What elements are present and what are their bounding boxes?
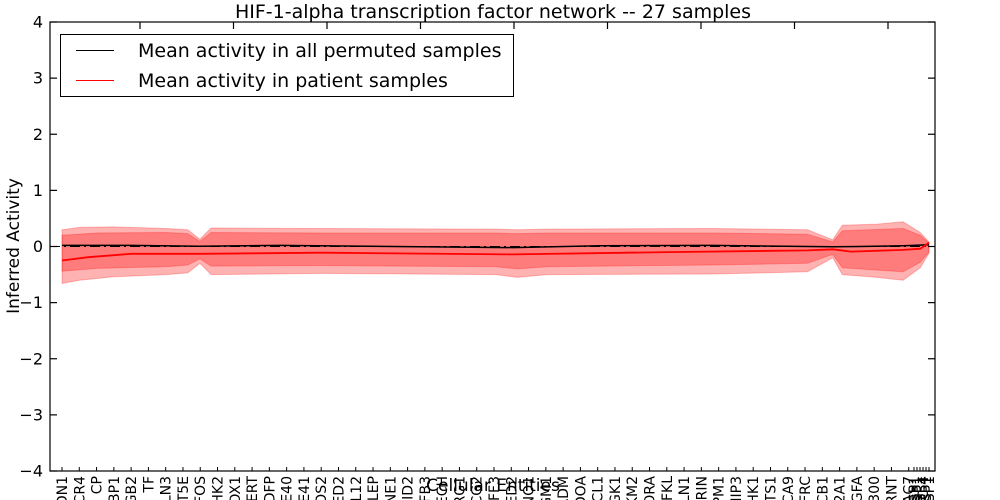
- x-tick-label-entity: NT5E: [176, 476, 192, 500]
- x-tick-label-entity: PGM1: [539, 476, 555, 500]
- chart-title: HIF-1-alpha transcription factor network…: [234, 1, 752, 23]
- y-tick-label: 2: [33, 125, 43, 144]
- x-tick-label-entity: EDN1: [55, 476, 71, 500]
- x-tick-label-entity: TFRC: [798, 476, 814, 500]
- x-tick-label-entity: ADM: [556, 476, 572, 500]
- mean-permuted-line: [62, 244, 930, 249]
- x-tick-label-entity: NDRG1: [452, 476, 468, 500]
- x-tick-label-overlapping: HIF1A/ARNT/HDAC-4/SP1: [913, 476, 929, 500]
- y-tick-label: −4: [19, 462, 43, 481]
- x-tick-label-overlapping: HIF1A/ARNT/Cbp/p300/HDAC-4/SP1: [907, 476, 923, 500]
- x-tick-label-entity: VEGFA: [850, 476, 866, 500]
- x-tick-label-entity: CXCR4: [72, 476, 88, 500]
- x-tick-label-entity: LEP: [366, 476, 382, 500]
- x-tick-label-entity: ABCG2: [470, 476, 486, 500]
- std-band-0: [61, 221, 930, 285]
- y-tick-label: 4: [33, 13, 43, 32]
- x-tick-label-entity: IGFBP1: [107, 476, 123, 500]
- y-tick-label: 0: [33, 237, 43, 256]
- x-tick-label-overlapping: HIF1A/ARNT/Cbp/p300/HDAC7/SP1: [922, 476, 938, 500]
- y-tick-label: 1: [33, 181, 43, 200]
- mean-patient-line: [61, 241, 930, 262]
- x-tick-label-entity: NOS2: [314, 476, 330, 500]
- x-tick-label-entity: TF: [141, 476, 157, 494]
- x-tick-label-entity: ALDOA: [573, 476, 589, 500]
- legend-entry-patient: Mean activity in patient samples: [61, 68, 513, 94]
- x-tick-label-entity: CP: [90, 476, 106, 494]
- legend-label-patient: Mean activity in patient samples: [138, 69, 448, 92]
- x-tick-label-entity: CITED2: [332, 476, 348, 500]
- x-tick-label-entity: CA9: [781, 476, 797, 500]
- x-tick-label-entity: BNIP3: [729, 476, 745, 500]
- x-tick-label-entity: ADFP: [262, 476, 278, 500]
- x-tick-label-entity: Cbp/p300/CITED2: [504, 476, 520, 500]
- x-tick-label-entity: HIF1A/ARNT/Cbp/p300/HDAC7: [902, 476, 918, 500]
- x-tick-label-overlapping: HIF1A/ARNT/Cbp/p300/SP1: [910, 476, 926, 500]
- y-tick-label: −1: [19, 293, 43, 312]
- x-tick-label-entity: TFF3: [487, 476, 503, 500]
- x-tick-label-entity: PKM2: [625, 476, 641, 500]
- x-tick-label-entity: PGK1: [608, 476, 624, 500]
- y-tick-label: −2: [19, 349, 43, 368]
- black-line-swatch-icon: [76, 50, 114, 51]
- x-tick-label-entity: SLC2A1: [833, 476, 849, 500]
- x-tick-label-entity: CXCL12: [349, 476, 365, 500]
- x-axis-label: Cellular Entities: [426, 476, 560, 496]
- x-tick-label-entity: ID2: [401, 476, 417, 500]
- x-tick-label-entity: PFKL: [660, 476, 676, 500]
- x-tick-label-entity: RORA: [643, 476, 659, 500]
- std-band-1: [61, 227, 930, 273]
- x-tick-label-entity: BHLHE41: [297, 476, 313, 500]
- x-tick-label-entity: ENO1: [522, 476, 538, 500]
- x-tick-label-entity: SERPINE1: [383, 476, 399, 500]
- x-tick-label-overlapping: HIF1A/ARNT/SP1: [919, 476, 935, 500]
- y-tick-label: −3: [19, 405, 43, 424]
- x-tick-label-entity: HMOX1: [228, 476, 244, 500]
- x-tick-label-entity: EGLN3: [159, 476, 175, 500]
- x-tick-label-entity: HIF1A/ARNT/Cbp/p300: [867, 476, 883, 500]
- x-tick-label-entity: ABCB1: [815, 476, 831, 500]
- x-tick-label-entity: HK1: [746, 476, 762, 500]
- x-tick-label-entity: FOS: [193, 476, 209, 500]
- x-tick-label-entity: FURIN: [694, 476, 710, 500]
- x-tick-label-entity: FECH: [435, 476, 451, 500]
- x-tick-label-entity: NPM1: [712, 476, 728, 500]
- x-tick-label-entity: PFKFB3: [418, 476, 434, 500]
- x-tick-label-entity: HIF1A/ARNT: [884, 476, 900, 500]
- x-tick-label-entity: HK2: [211, 476, 227, 500]
- x-tick-label-overlapping: HIF1A/ARNT/Cbp/p300/HDAC-4: [916, 476, 932, 500]
- x-tick-label-entity: BHLHE40: [280, 476, 296, 500]
- x-tick-label-entity: ITGB2: [124, 476, 140, 500]
- legend-entry-permuted: Mean activity in all permuted samples: [61, 38, 513, 64]
- y-tick-label: 3: [33, 69, 43, 88]
- x-tick-label-entity: TERT: [245, 476, 261, 500]
- legend: Mean activity in all permuted samples Me…: [60, 34, 514, 97]
- x-tick-label-entity: ETS1: [764, 476, 780, 500]
- legend-label-permuted: Mean activity in all permuted samples: [138, 39, 502, 62]
- red-line-swatch-icon: [76, 80, 114, 81]
- x-tick-label-entity: MCL1: [591, 476, 607, 500]
- x-tick-label-entity: EGLN1: [677, 476, 693, 500]
